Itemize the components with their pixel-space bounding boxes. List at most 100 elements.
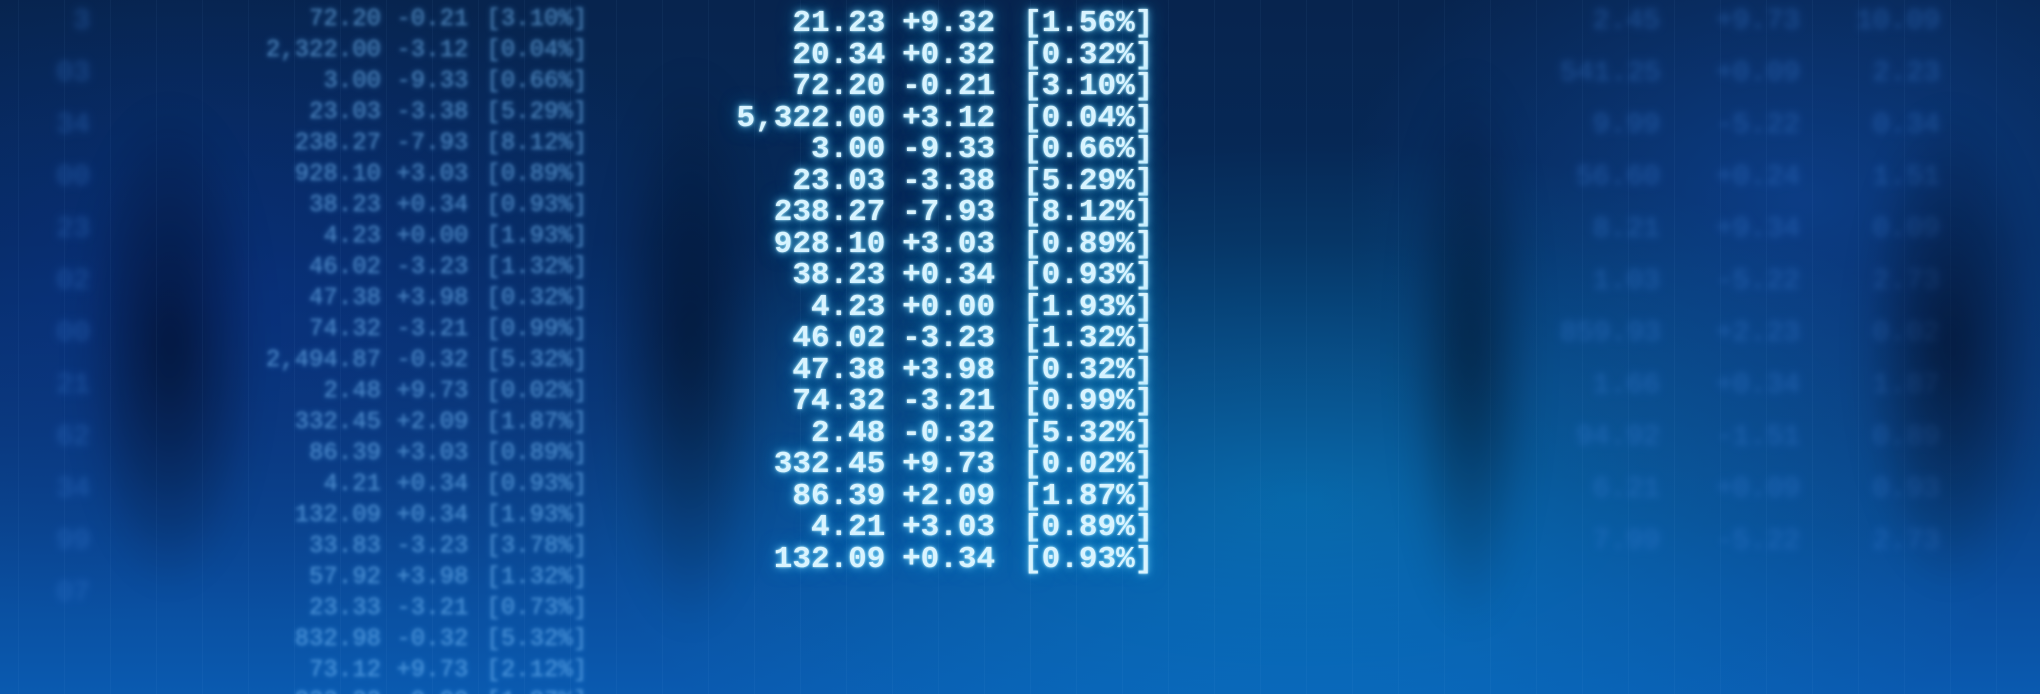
ticker_mid_sharp-price: 238.27 — [725, 197, 885, 228]
edge_far_left-a: 21 — [0, 372, 90, 400]
ticker_mid_sharp-row: 2.48-0.32[5.32%] — [725, 418, 1175, 449]
ticker_left_blur-pct: [0.04%] — [468, 39, 600, 63]
edge_far_right-c: 0.02 — [1800, 320, 1940, 348]
edge_far_right-a: 7.99 — [1560, 528, 1660, 556]
stock-ticker-composite: 30334002302002162349907 72.20-0.21[3.10%… — [0, 0, 2040, 694]
ticker_mid_sharp-row: 3.00-9.33[0.66%] — [725, 134, 1175, 165]
edge_far_right-row: 94.92-1.510.89 — [1560, 424, 2020, 470]
ticker_mid_sharp-change: -7.93 — [885, 197, 995, 228]
ticker_left_blur-row: 2.48+9.73[0.02%] — [250, 380, 600, 405]
ticker_mid_sharp-change: -0.21 — [885, 71, 995, 102]
ticker_left_blur-pct: [0.93%] — [468, 473, 600, 497]
ticker_mid_sharp-pct: [1.56%] — [995, 8, 1175, 39]
ticker_mid_sharp-row: 238.27-7.93[8.12%] — [725, 197, 1175, 228]
ticker_left_blur-pct: [2.12%] — [468, 659, 600, 683]
ticker_left_blur-pct: [1.32%] — [468, 256, 600, 280]
ticker_mid_sharp-pct: [5.32%] — [995, 418, 1175, 449]
ticker_left_blur-row: 928.10+3.03[0.89%] — [250, 163, 600, 188]
edge_far_left-a: 99 — [0, 528, 90, 556]
ticker_mid_sharp-change: +0.34 — [885, 544, 995, 575]
ticker_left_blur-price: 57.92 — [250, 566, 381, 590]
ticker_left_blur-pct: [5.32%] — [468, 349, 600, 373]
edge_far_right-row: 541.25+0.092.23 — [1560, 60, 2020, 106]
edge_far_left-a: 03 — [0, 60, 90, 88]
edge_far_right-b: +0.09 — [1660, 476, 1800, 504]
edge_far_right-b: -5.22 — [1660, 528, 1800, 556]
ticker_left_blur-price: 73.12 — [250, 659, 381, 683]
ticker_mid_sharp-row: 38.23+0.34[0.93%] — [725, 260, 1175, 291]
edge_far_left-row: 34 — [0, 112, 130, 158]
ticker_mid_sharp-price: 38.23 — [725, 260, 885, 291]
edge_far_right-row: 2.45+9.7310.09 — [1560, 8, 2020, 54]
ticker-edge-left: 30334002302002162349907 — [0, 0, 130, 626]
ticker_mid_sharp-change: +3.03 — [885, 229, 995, 260]
ticker_mid_sharp-price: 5,322.00 — [725, 103, 885, 134]
ticker_left_blur-row: 132.09+0.34[1.93%] — [250, 504, 600, 529]
ticker_mid_sharp-change: -3.38 — [885, 166, 995, 197]
ticker_left_blur-row: 23.33-3.21[0.73%] — [250, 597, 600, 622]
edge_far_left-row: 02 — [0, 268, 130, 314]
edge_far_left-a: 02 — [0, 268, 90, 296]
ticker_mid_sharp-change: +3.03 — [885, 512, 995, 543]
ticker_mid_sharp-pct: [3.10%] — [995, 71, 1175, 102]
ticker_mid_sharp-row: 132.09+0.34[0.93%] — [725, 544, 1175, 575]
edge_far_right-a: 94.92 — [1560, 424, 1660, 452]
edge_far_right-a: 9.99 — [1560, 112, 1660, 140]
ticker_left_blur-change: +2.09 — [381, 411, 468, 435]
edge_far_left-a: 07 — [0, 580, 90, 608]
ticker_left_blur-change: -3.23 — [381, 535, 468, 559]
ticker_left_blur-pct: [5.29%] — [468, 101, 600, 125]
edge_far_right-c: 10.09 — [1800, 8, 1940, 36]
edge_far_right-c: 1.87 — [1800, 372, 1940, 400]
ticker_mid_sharp-row: 5,322.00+3.12[0.04%] — [725, 103, 1175, 134]
ticker_left_blur-price: 23.03 — [250, 101, 381, 125]
ticker_left_blur-change: -3.12 — [381, 39, 468, 63]
ticker_left_blur-change: +0.00 — [381, 225, 468, 249]
ticker_left_blur-price: 2,494.87 — [250, 349, 381, 373]
ticker_left_blur-price: 74.32 — [250, 318, 381, 342]
ticker_left_blur-row: 73.12+9.73[2.12%] — [250, 659, 600, 684]
ticker_left_blur-price: 2.48 — [250, 380, 381, 404]
ticker_left_blur-row: 238.27-7.93[8.12%] — [250, 132, 600, 157]
ticker_left_blur-price: 72.20 — [250, 8, 381, 32]
edge_far_right-b: -5.22 — [1660, 112, 1800, 140]
ticker_mid_sharp-pct: [1.87%] — [995, 481, 1175, 512]
ticker_mid_sharp-price: 4.23 — [725, 292, 885, 323]
ticker_left_blur-change: +9.73 — [381, 380, 468, 404]
edge_far_right-a: 56.60 — [1560, 164, 1660, 192]
ticker_left_blur-change: -0.32 — [381, 349, 468, 373]
ticker_left_blur-row: 72.20-0.21[3.10%] — [250, 8, 600, 33]
ticker_left_blur-change: -0.32 — [381, 628, 468, 652]
edge_far_right-b: +2.23 — [1660, 320, 1800, 348]
ticker_left_blur-change: -0.21 — [381, 8, 468, 32]
ticker_left_blur-pct: [1.93%] — [468, 504, 600, 528]
edge_far_right-b: -1.51 — [1660, 424, 1800, 452]
ticker_mid_sharp-price: 86.39 — [725, 481, 885, 512]
ticker_mid_sharp-pct: [5.29%] — [995, 166, 1175, 197]
ticker_left_blur-price: 132.09 — [250, 504, 381, 528]
ticker_mid_sharp-row: 72.20-0.21[3.10%] — [725, 71, 1175, 102]
ticker_left_blur-price: 928.10 — [250, 163, 381, 187]
ticker_left_blur-row: 33.83-3.23[3.78%] — [250, 535, 600, 560]
edge_far_right-b: -5.22 — [1660, 268, 1800, 296]
ticker_mid_sharp-row: 928.10+3.03[0.89%] — [725, 229, 1175, 260]
ticker_left_blur-price: 23.33 — [250, 597, 381, 621]
ticker_mid_sharp-pct: [0.04%] — [995, 103, 1175, 134]
ticker_mid_sharp-change: -0.32 — [885, 418, 995, 449]
edge_far_left-row: 62 — [0, 424, 130, 470]
edge_far_left-a: 34 — [0, 476, 90, 504]
ticker_left_blur-change: +0.34 — [381, 473, 468, 497]
ticker_mid_sharp-pct: [8.12%] — [995, 197, 1175, 228]
ticker_mid_sharp-pct: [0.93%] — [995, 260, 1175, 291]
edge_far_left-row: 21 — [0, 372, 130, 418]
ticker_mid_sharp-pct: [0.93%] — [995, 544, 1175, 575]
ticker_mid_sharp-row: 74.32-3.21[0.99%] — [725, 386, 1175, 417]
edge_far_right-c: 0.09 — [1800, 216, 1940, 244]
ticker_left_blur-pct: [1.87%] — [468, 411, 600, 435]
edge_far_right-c: 2.73 — [1800, 268, 1940, 296]
edge_far_left-row: 00 — [0, 164, 130, 210]
ticker_mid_sharp-price: 4.21 — [725, 512, 885, 543]
edge_far_right-row: 859.93+2.230.02 — [1560, 320, 2020, 366]
ticker_left_blur-pct: [5.32%] — [468, 628, 600, 652]
ticker_mid_sharp-change: +0.00 — [885, 292, 995, 323]
